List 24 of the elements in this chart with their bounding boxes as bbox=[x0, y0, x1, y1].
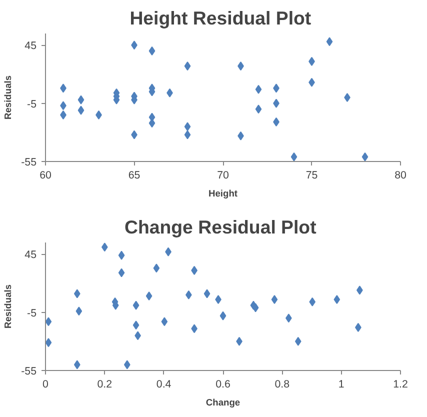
x-tick-label: 0.8 bbox=[274, 378, 290, 390]
x-tick-label: 75 bbox=[306, 170, 318, 182]
y-axis-title: Residuals bbox=[3, 284, 14, 329]
x-tick-label: 65 bbox=[128, 170, 140, 182]
y-tick-label: -55 bbox=[21, 366, 37, 378]
y-tick-label: -5 bbox=[27, 98, 37, 110]
x-axis-title: Height bbox=[208, 188, 238, 198]
y-tick-label: 45 bbox=[24, 249, 37, 262]
x-tick-label: 80 bbox=[394, 170, 406, 182]
x-tick-label: 1 bbox=[338, 378, 344, 390]
y-tick-label: 45 bbox=[24, 40, 37, 52]
x-tick-label: 0 bbox=[42, 378, 49, 390]
x-tick-label: 60 bbox=[40, 170, 52, 182]
x-axis-title: Change bbox=[206, 398, 240, 408]
x-tick-label: 70 bbox=[217, 170, 229, 182]
y-axis-title: Residuals bbox=[3, 75, 14, 120]
y-tick-label: -5 bbox=[27, 307, 37, 320]
x-tick-label: 0.2 bbox=[97, 378, 112, 390]
x-tick-label: 0.4 bbox=[156, 378, 172, 390]
chart-title: Change Residual Plot bbox=[124, 216, 316, 238]
y-tick-label: -55 bbox=[21, 156, 37, 168]
x-tick-label: 1.2 bbox=[393, 378, 408, 390]
x-tick-label: 0.6 bbox=[216, 378, 230, 390]
chart-title: Height Residual Plot bbox=[130, 8, 312, 28]
